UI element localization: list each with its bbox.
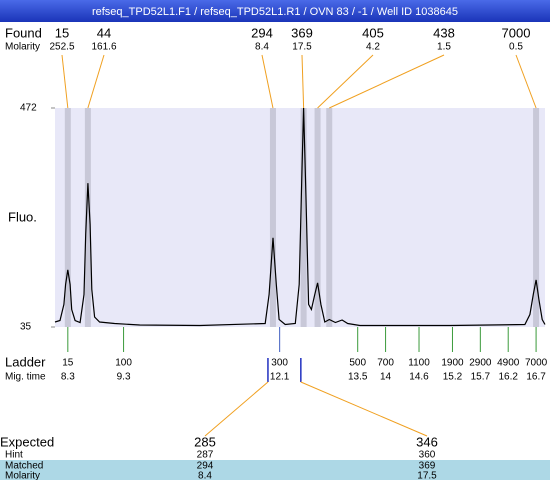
ladder-time: 13.5 — [348, 372, 368, 383]
y-tick-label: 35 — [20, 322, 32, 333]
ladder-time: 16.2 — [498, 372, 518, 383]
found-molarity: 17.5 — [292, 42, 312, 53]
ladder-size: 1100 — [408, 358, 430, 369]
expected-cell: 285 — [194, 434, 216, 449]
title: refseq_TPD52L1.F1 / refseq_TPD52L1.R1 / … — [92, 6, 458, 18]
expected-cell: 294 — [197, 461, 214, 472]
found-size: 438 — [433, 25, 455, 40]
found-connector — [317, 54, 374, 109]
found-band — [64, 108, 71, 327]
found-band — [300, 108, 307, 327]
expected-cell: 8.4 — [198, 471, 212, 480]
found-size: 369 — [291, 25, 313, 40]
found-band — [269, 108, 276, 327]
plot-area — [55, 108, 545, 327]
found-molarity: 1.5 — [437, 42, 451, 53]
ladder-size: 7000 — [525, 358, 548, 369]
y-tick-label: 472 — [20, 103, 37, 114]
found-connector — [261, 54, 274, 109]
expected-row-label: Molarity — [5, 471, 40, 480]
found-size: 405 — [362, 25, 384, 40]
found-molarity: 4.2 — [366, 42, 380, 53]
expected-cell: 360 — [419, 450, 436, 461]
found-molarity: 161.6 — [91, 42, 116, 53]
found-size: 15 — [55, 25, 69, 40]
ladder-size: 2900 — [469, 358, 492, 369]
title-bar — [0, 0, 550, 22]
found-connector — [61, 54, 69, 109]
expected-row-label: Hint — [5, 450, 23, 461]
molarity-label: Molarity — [5, 42, 40, 53]
expected-row-label: Expected — [0, 434, 54, 449]
ladder-size: 500 — [349, 358, 366, 369]
ladder-time: 14 — [380, 372, 392, 383]
found-molarity: 0.5 — [509, 42, 523, 53]
expected-connector — [204, 381, 269, 437]
ladder-size: 1900 — [441, 358, 464, 369]
ladder-time: 9.3 — [117, 372, 131, 383]
mig-time-label: Mig. time — [5, 372, 46, 383]
found-band — [314, 108, 321, 327]
found-size: 44 — [97, 25, 111, 40]
found-band — [326, 108, 333, 327]
expected-connector — [300, 381, 428, 437]
ladder-size: 4900 — [497, 358, 520, 369]
expected-cell: 346 — [416, 434, 438, 449]
matched-rows-bg — [0, 460, 550, 480]
ladder-size: 100 — [115, 358, 132, 369]
ladder-label: Ladder — [5, 354, 46, 369]
found-label: Found — [5, 25, 42, 40]
expected-row-label: Matched — [5, 461, 43, 472]
found-connector — [301, 54, 305, 109]
ladder-time: 16.7 — [526, 372, 546, 383]
found-size: 294 — [251, 25, 273, 40]
expected-cell: 17.5 — [417, 471, 437, 480]
found-molarity: 252.5 — [49, 42, 74, 53]
expected-cell: 287 — [197, 450, 214, 461]
ladder-time: 8.3 — [61, 372, 75, 383]
trace — [54, 107, 546, 327]
ladder-time: 14.6 — [409, 372, 429, 383]
y-axis-label: Fluo. — [8, 209, 37, 224]
found-size: 7000 — [502, 25, 531, 40]
found-band — [84, 108, 91, 327]
ladder-size: 700 — [377, 358, 394, 369]
ladder-time: 12.1 — [270, 372, 290, 383]
ladder-size: 15 — [62, 358, 74, 369]
found-connector — [87, 54, 105, 109]
ladder-time: 15.7 — [471, 372, 491, 383]
ladder-time: 15.2 — [443, 372, 463, 383]
found-connector — [329, 54, 445, 109]
expected-cell: 369 — [419, 461, 436, 472]
found-band — [533, 108, 540, 327]
found-connector — [515, 54, 537, 109]
found-molarity: 8.4 — [255, 42, 269, 53]
ladder-size: 300 — [271, 358, 288, 369]
